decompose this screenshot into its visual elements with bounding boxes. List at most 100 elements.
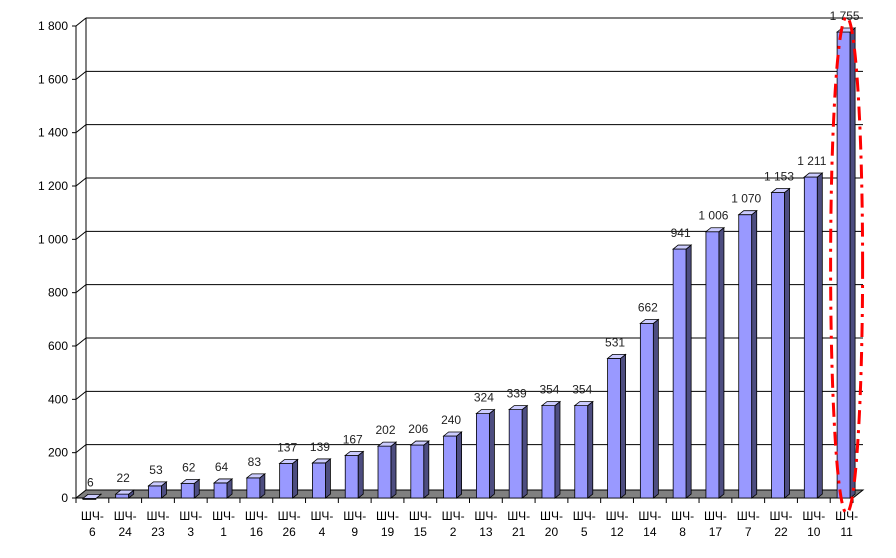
bar bbox=[574, 405, 589, 499]
category-label-line1: ШЧ- bbox=[704, 509, 727, 523]
bar-top bbox=[212, 478, 234, 484]
bar bbox=[410, 444, 425, 499]
bar-top bbox=[639, 319, 660, 324]
value-label: 1 070 bbox=[731, 192, 761, 206]
category-label-line1: ШЧ- bbox=[114, 509, 137, 523]
bar-top bbox=[704, 227, 726, 233]
category-label-line2: 3 bbox=[187, 525, 194, 539]
category-label-line2: 22 bbox=[774, 525, 788, 539]
bar-side bbox=[816, 172, 823, 499]
category-label-line1: ШЧ- bbox=[573, 509, 596, 523]
bar bbox=[443, 435, 458, 499]
bar bbox=[508, 409, 523, 499]
bar bbox=[672, 248, 687, 499]
category-label-line2: 14 bbox=[643, 525, 657, 539]
bar-top bbox=[114, 489, 135, 495]
value-label: 354 bbox=[572, 383, 592, 397]
category-label-line2: 17 bbox=[709, 525, 723, 539]
category-labels: ШЧ- 6 ШЧ- 24 ШЧ- 23 ШЧ- 3 ШЧ- 1 ШЧ- 16 ШЧ- 26 ШЧ- 4 ШЧ- 9… bbox=[75, 498, 858, 539]
bars bbox=[81, 27, 857, 500]
bar bbox=[148, 485, 162, 499]
category-label-line2: 11 bbox=[840, 525, 853, 539]
value-label: 1 211 bbox=[797, 154, 826, 168]
bar bbox=[180, 483, 195, 499]
category-label-line2: 23 bbox=[151, 525, 165, 539]
value-labels: 6 22 53 62 64 83 137 139 167 202 206 240 324 339 354 35… bbox=[87, 9, 860, 489]
value-label: 167 bbox=[343, 432, 363, 446]
y-tick-label: 1 600 bbox=[38, 72, 68, 86]
bar bbox=[213, 482, 228, 499]
category-label-line2: 21 bbox=[512, 525, 526, 539]
bar-top bbox=[147, 481, 168, 487]
gridline-depth bbox=[75, 177, 87, 187]
bar bbox=[115, 493, 130, 499]
bar-side bbox=[390, 441, 397, 499]
category-label-line2: 16 bbox=[250, 525, 264, 539]
bar-side bbox=[488, 408, 495, 499]
value-label: 354 bbox=[539, 383, 559, 397]
value-label: 137 bbox=[277, 440, 297, 454]
bar-side bbox=[652, 318, 659, 499]
category-label-line2: 9 bbox=[351, 525, 358, 539]
category-label-line2: 15 bbox=[414, 525, 428, 539]
y-tick-label: 1 200 bbox=[38, 179, 68, 193]
bar bbox=[771, 192, 785, 499]
gridline-depth bbox=[75, 124, 87, 134]
value-label: 1 006 bbox=[698, 209, 728, 223]
bar bbox=[279, 463, 294, 499]
bar-side bbox=[456, 431, 463, 499]
bar-side bbox=[292, 458, 299, 499]
bar-top bbox=[81, 493, 103, 499]
bar-top bbox=[672, 244, 693, 250]
category-label-line1: ШЧ- bbox=[606, 509, 629, 523]
y-tick-label: 600 bbox=[48, 339, 68, 353]
category-label-line2: 13 bbox=[479, 525, 493, 539]
chart-floor bbox=[74, 489, 865, 499]
category-label-line1: ШЧ- bbox=[376, 509, 399, 523]
y-tick-label: 400 bbox=[48, 392, 68, 406]
category-label-line1: ШЧ- bbox=[409, 509, 432, 523]
category-label-line2: 5 bbox=[581, 525, 588, 539]
category-label-line2: 6 bbox=[89, 525, 96, 539]
bar-side bbox=[685, 244, 692, 499]
gridlines bbox=[75, 17, 863, 454]
bar bbox=[738, 214, 753, 499]
bar-top bbox=[540, 401, 562, 407]
value-label: 240 bbox=[441, 413, 461, 427]
highlight-ellipse bbox=[829, 15, 865, 515]
category-label-line2: 8 bbox=[679, 525, 686, 539]
bar bbox=[475, 413, 490, 499]
bar-top bbox=[508, 405, 529, 411]
bar bbox=[836, 31, 851, 499]
bar-side bbox=[521, 404, 528, 499]
bar bbox=[705, 231, 720, 499]
category-label-line2: 12 bbox=[610, 525, 624, 539]
value-label: 662 bbox=[638, 300, 658, 314]
category-label-line2: 24 bbox=[119, 525, 133, 539]
bar-side bbox=[620, 353, 626, 499]
bar bbox=[377, 445, 392, 499]
bar-top bbox=[803, 172, 824, 178]
category-label-line1: ШЧ- bbox=[802, 509, 825, 523]
bar-top bbox=[278, 459, 299, 464]
category-label-line1: ШЧ- bbox=[737, 509, 760, 523]
value-label: 53 bbox=[149, 463, 163, 477]
value-label: 1 755 bbox=[830, 9, 860, 23]
category-label-line1: ШЧ- bbox=[146, 509, 169, 523]
value-label: 62 bbox=[182, 460, 196, 474]
bar-top bbox=[573, 401, 594, 407]
bar-top bbox=[737, 210, 758, 216]
bar bbox=[541, 405, 556, 499]
category-label-line1: ШЧ- bbox=[212, 509, 235, 523]
y-tick-label: 1 000 bbox=[38, 232, 68, 246]
category-label-line2: 4 bbox=[319, 525, 326, 539]
bar-top bbox=[311, 458, 332, 464]
bar-top bbox=[376, 441, 398, 447]
bar bbox=[607, 357, 621, 499]
bar bbox=[312, 462, 326, 499]
value-label: 64 bbox=[215, 460, 229, 474]
gridline-depth bbox=[75, 230, 87, 240]
value-label: 22 bbox=[117, 471, 131, 485]
bar-side bbox=[423, 440, 430, 499]
